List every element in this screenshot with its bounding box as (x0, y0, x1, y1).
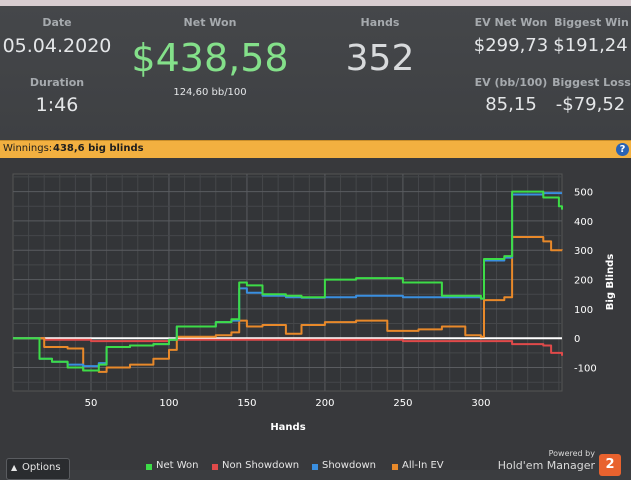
date-label: Date (42, 16, 72, 29)
hands-label: Hands (360, 16, 400, 29)
y-axis-label: Big Blinds (605, 254, 616, 310)
options-button[interactable]: ▲ Options (6, 458, 70, 480)
x-axis-label: Hands (270, 422, 305, 433)
legend-label: Net Won (156, 460, 199, 471)
ev-bb100-value: 85,15 (485, 94, 537, 115)
winnings-value: 438,6 big blinds (53, 143, 144, 154)
plot-background (12, 173, 563, 392)
legend-label: All-In EV (402, 460, 444, 471)
grid-lines (13, 174, 562, 391)
x-tick-label: 150 (237, 398, 256, 409)
stats-panel: Date 05.04.2020 Duration 1:46 Net Won $4… (0, 6, 631, 140)
legend-swatch (146, 464, 152, 470)
net-won-value: $438,58 (131, 36, 289, 80)
net-won-label: Net Won (183, 16, 237, 29)
biggest-win-value: $191,24 (553, 35, 628, 56)
y-tick-label: 500 (574, 188, 593, 199)
winnings-chart: 50 100 150 200 250 300 -100 0 100 200 300 400 500 Ha… (12, 173, 616, 433)
duration-value: 1:46 (35, 94, 79, 116)
brand-name: Hold'em Manager (497, 459, 595, 472)
series-line-net-won (13, 190, 563, 372)
powered-by-text: Powered by (548, 449, 595, 458)
window-top-strip (0, 0, 631, 6)
biggest-win-label: Biggest Win (554, 16, 629, 29)
legend-swatch (212, 464, 218, 470)
date-value: 05.04.2020 (2, 35, 112, 57)
y-tick-label: 0 (574, 334, 580, 345)
series-group (13, 190, 563, 373)
legend-swatch (392, 464, 398, 470)
y-tick-label: 100 (574, 305, 593, 316)
ev-net-won-value: $299,73 (473, 35, 549, 56)
y-tick-label: 300 (574, 246, 593, 257)
tick-labels: 50 100 150 200 250 300 -100 0 100 200 300 400 500 (85, 188, 597, 409)
x-tick-label: 300 (471, 398, 490, 409)
ev-net-won-label: EV Net Won (474, 16, 548, 29)
series-line-all-in-ev (13, 236, 563, 373)
options-chevron-icon: ▲ (11, 463, 18, 472)
x-tick-label: 100 (159, 398, 178, 409)
x-tick-label: 250 (393, 398, 412, 409)
x-tick-label: 50 (85, 398, 98, 409)
legend-label: Showdown (322, 460, 376, 471)
legend-label: Non Showdown (222, 460, 300, 471)
help-icon[interactable]: ? (616, 143, 629, 156)
ev-bb100-label: EV (bb/100) (474, 76, 548, 89)
y-tick-label: -100 (574, 364, 597, 375)
winnings-bar: Winnings: 438,6 big blinds ? (0, 140, 631, 159)
hands-value: 352 (345, 38, 415, 79)
brand-logo-icon: 2 (599, 454, 621, 476)
biggest-loss-label: Biggest Loss (552, 76, 631, 89)
options-label: Options (22, 462, 61, 473)
x-tick-label: 200 (315, 398, 334, 409)
winnings-label: Winnings: (3, 143, 53, 154)
series-line-non-showdown (13, 337, 563, 356)
y-tick-label: 200 (574, 276, 593, 287)
bb-per-100: 124,60 bb/100 (173, 87, 247, 98)
y-tick-label: 400 (574, 217, 593, 228)
duration-label: Duration (29, 76, 85, 89)
biggest-loss-value: -$79,52 (555, 94, 626, 115)
chart-area: 50 100 150 200 250 300 -100 0 100 200 300 400 500 Ha… (0, 158, 631, 470)
legend-swatch (312, 464, 318, 470)
